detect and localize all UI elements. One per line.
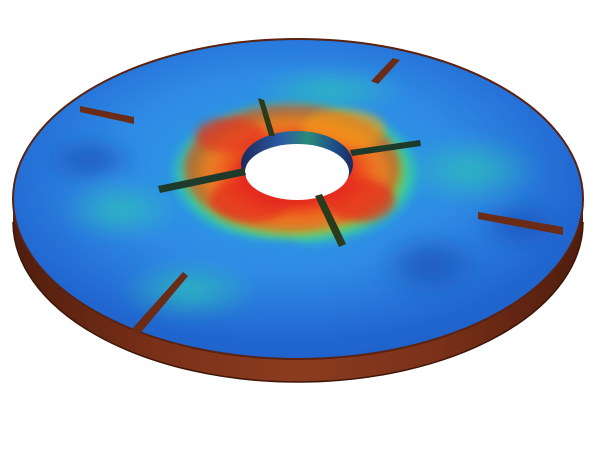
outer-baffles	[80, 58, 563, 336]
baffle-top-right	[371, 58, 400, 84]
baffle-left	[80, 106, 134, 124]
vane-bottom	[315, 194, 346, 247]
vane-left	[158, 168, 246, 193]
disk-edge	[12, 38, 584, 360]
vane-top	[258, 98, 275, 136]
center-hole	[241, 131, 353, 200]
baffle-bottom-left	[131, 272, 188, 336]
inner-vanes	[158, 98, 421, 247]
disk-rim	[12, 199, 584, 383]
baffle-right	[478, 212, 563, 235]
vane-right	[350, 140, 421, 156]
